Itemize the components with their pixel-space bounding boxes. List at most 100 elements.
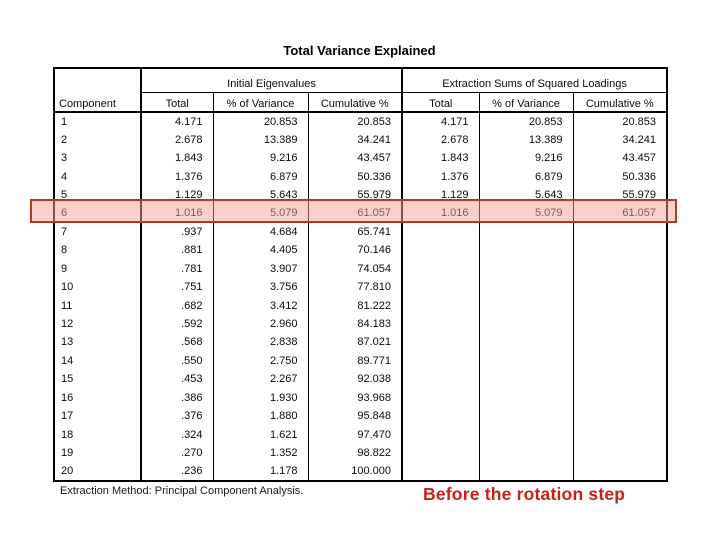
annotation-before-rotation: Before the rotation step xyxy=(423,484,626,504)
value-cell xyxy=(573,333,667,351)
value-cell: 1.016 xyxy=(402,204,480,223)
component-cell: 18 xyxy=(54,425,142,444)
value-cell: 13.389 xyxy=(213,130,309,149)
group-header-initial-eigenvalues: Initial Eigenvalues xyxy=(141,68,404,93)
value-cell: 9.216 xyxy=(213,148,309,168)
value-cell: 20.853 xyxy=(308,112,404,131)
component-cell: 1 xyxy=(54,112,142,131)
extraction-method-note: Extraction Method: Principal Component A… xyxy=(60,485,304,497)
component-cell: 10 xyxy=(54,277,142,297)
table-row: 14.550 2.750 89.771 xyxy=(54,351,667,371)
value-cell xyxy=(573,296,667,314)
column-header-pct-variance-extraction: % of Variance xyxy=(479,92,574,113)
value-cell: .751 xyxy=(141,277,214,297)
table-row: 17.376 1.880 95.848 xyxy=(54,407,667,426)
value-cell: 34.241 xyxy=(622,133,657,146)
table-row: 4 1.376 6.879 50.336 1.376 6.879 50.336 xyxy=(54,167,667,186)
table-row: 1 4.171 20.853 20.853 4.171 20.853 20.853 xyxy=(54,112,667,131)
value-cell: .881 xyxy=(141,241,214,260)
column-header-component: Component xyxy=(54,68,142,113)
value-cell: 97.470 xyxy=(308,425,404,444)
component-cell: 9 xyxy=(54,259,142,278)
value-cell xyxy=(573,425,667,443)
table-row: 16.386 1.930 93.968 xyxy=(54,388,667,407)
value-cell xyxy=(573,241,667,259)
value-cell: .550 xyxy=(141,351,214,371)
table-row-highlighted: 6 1.016 5.079 61.057 1.016 5.079 61.057 xyxy=(54,204,667,223)
value-cell: 3.907 xyxy=(213,259,309,278)
component-cell: 4 xyxy=(54,167,142,186)
value-cell: 61.057 xyxy=(308,204,404,223)
value-cell xyxy=(402,388,480,407)
value-cell: 100.000 xyxy=(308,462,404,481)
value-cell xyxy=(479,277,574,297)
value-cell: 1.129 xyxy=(402,185,480,205)
value-cell: 1.129 xyxy=(141,185,214,205)
table-row: 2 2.678 13.389 34.241 2.678 13.389 34.241 xyxy=(54,130,667,149)
table-row: 15.453 2.267 92.038 xyxy=(54,370,667,389)
column-header-pct-variance: % of Variance xyxy=(213,92,309,113)
value-cell: 65.741 xyxy=(308,222,404,242)
value-cell: 5.079 xyxy=(213,204,309,223)
value-cell xyxy=(402,296,480,315)
value-cell: 34.241 xyxy=(308,130,404,149)
table-row: 11.682 3.412 81.222 xyxy=(54,296,667,315)
value-cell: 50.336 xyxy=(308,167,404,186)
value-cell: 5.079 xyxy=(479,204,574,223)
value-cell xyxy=(479,296,574,315)
value-cell: .386 xyxy=(141,388,214,407)
component-cell: 6 xyxy=(54,204,142,223)
table-body: 1 4.171 20.853 20.853 4.171 20.853 20.853 2 2.67… xyxy=(54,112,667,481)
value-cell: .592 xyxy=(141,314,214,334)
column-header-total: Total xyxy=(141,92,214,113)
value-cell xyxy=(402,370,480,389)
value-cell: 2.678 xyxy=(402,130,480,149)
table-row: 20.236 1.178 100.000 xyxy=(54,462,667,481)
component-cell: 13 xyxy=(54,333,142,352)
value-cell xyxy=(573,462,667,480)
value-cell: 5.643 xyxy=(479,185,574,205)
value-cell: 3.412 xyxy=(213,296,309,315)
value-cell xyxy=(479,370,574,389)
table-header: Component Initial Eigenvalues Extraction… xyxy=(54,68,668,113)
component-cell: 5 xyxy=(54,185,142,205)
value-cell: .682 xyxy=(141,296,214,315)
value-cell: .376 xyxy=(141,407,214,426)
value-cell: 84.183 xyxy=(308,314,404,334)
group-header-extraction-loadings: Extraction Sums of Squared Loadings xyxy=(402,68,668,93)
value-cell xyxy=(402,277,480,297)
component-cell: 15 xyxy=(54,370,142,389)
table-row: 5 1.129 5.643 55.979 1.129 5.643 55.979 xyxy=(54,185,667,205)
value-cell: .568 xyxy=(141,333,214,352)
value-cell: 4.171 xyxy=(402,112,480,131)
component-cell: 8 xyxy=(54,241,142,260)
value-cell xyxy=(479,333,574,352)
value-cell: 89.771 xyxy=(308,351,404,371)
value-cell: 5.643 xyxy=(213,185,309,205)
table-row: 18.324 1.621 97.470 xyxy=(54,425,667,444)
value-cell xyxy=(573,315,667,333)
value-cell: .236 xyxy=(141,462,214,481)
value-cell: 55.979 xyxy=(622,188,657,201)
value-cell xyxy=(573,223,667,241)
value-cell xyxy=(479,241,574,260)
component-cell: 7 xyxy=(54,222,142,242)
value-cell xyxy=(573,278,667,296)
table-row: 8.881 4.405 70.146 xyxy=(54,241,667,260)
component-cell: 20 xyxy=(54,462,142,481)
value-cell xyxy=(479,259,574,278)
value-cell: .781 xyxy=(141,259,214,278)
value-cell: 3.756 xyxy=(213,277,309,297)
value-cell xyxy=(573,260,667,278)
value-cell xyxy=(402,314,480,334)
value-cell xyxy=(402,333,480,352)
value-cell: 2.960 xyxy=(213,314,309,334)
value-cell: 1.843 xyxy=(402,148,480,168)
value-cell xyxy=(573,444,667,462)
value-cell: 98.822 xyxy=(308,443,404,463)
component-cell: 16 xyxy=(54,388,142,407)
value-cell: 1.016 xyxy=(141,204,214,223)
value-cell: 55.979 xyxy=(308,185,404,205)
value-cell: 43.457 xyxy=(622,152,657,165)
value-cell: 20.853 xyxy=(622,115,657,128)
